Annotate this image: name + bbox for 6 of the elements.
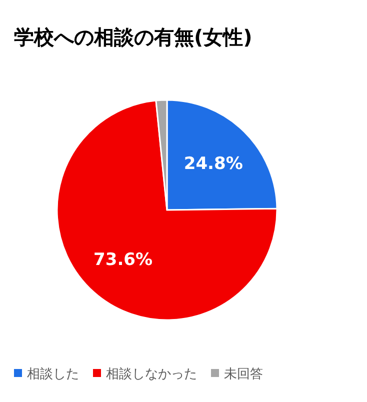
legend-label: 相談した	[27, 367, 79, 382]
legend-label: 相談しなかった	[106, 367, 197, 382]
chart-title: 学校への相談の有無(女性)	[14, 25, 252, 49]
legend-label: 未回答	[224, 367, 263, 382]
data-label: 24.8%	[184, 154, 243, 174]
data-label: 73.6%	[94, 250, 153, 270]
